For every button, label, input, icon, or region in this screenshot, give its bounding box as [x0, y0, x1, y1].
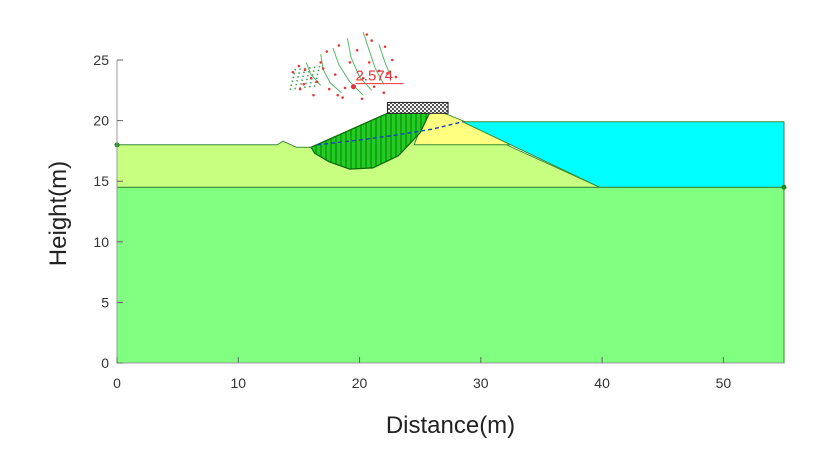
trial-center	[297, 64, 301, 68]
trial-grid-point	[303, 71, 305, 74]
trial-grid-point	[291, 80, 294, 83]
trial-grid-point	[317, 69, 320, 72]
x-tick-label: 0	[113, 375, 121, 391]
trial-center	[348, 61, 352, 64]
trial-grid-point	[312, 70, 315, 73]
trial-center	[333, 73, 337, 76]
trial-grid-point	[294, 68, 297, 71]
surcharge-group	[386, 101, 449, 114]
layers-group	[116, 110, 785, 364]
axes-group: 0 10 20 30 40 50 0 5 10 15 20 25	[93, 52, 784, 391]
x-tick-label: 20	[352, 375, 368, 391]
trial-center	[336, 93, 340, 97]
trial-center	[370, 39, 373, 42]
y-tick-label: 5	[101, 294, 109, 310]
trial-grid-point	[300, 83, 302, 85]
surcharge-load	[386, 101, 449, 114]
trial-arc	[305, 62, 322, 86]
trial-grid-point	[295, 83, 298, 86]
trial-arc	[332, 47, 364, 96]
trial-grid-point	[309, 81, 312, 84]
trial-center	[327, 87, 331, 91]
trial-center	[367, 61, 371, 64]
trial-center	[361, 76, 365, 80]
x-tick-label: 40	[594, 375, 610, 391]
trial-grid-point	[299, 68, 302, 70]
trial-grid-point	[305, 82, 307, 85]
trial-center	[390, 58, 394, 62]
y-tick-label: 10	[93, 234, 109, 250]
trial-center	[372, 85, 376, 88]
trial-center	[343, 86, 347, 90]
trial-grid-point	[318, 65, 321, 68]
y-axis-title: Height(m)	[45, 161, 72, 266]
trial-arc	[362, 31, 385, 85]
layer-foundation	[116, 186, 785, 364]
y-tick-label: 0	[101, 355, 109, 371]
trial-grid-point	[307, 70, 310, 73]
trial-grid-point	[290, 84, 293, 87]
trial-grid-point	[316, 73, 319, 76]
trial-grid-point	[297, 75, 300, 78]
trial-grid-point	[293, 72, 296, 75]
x-axis-title: Distance(m)	[386, 412, 515, 439]
y-tick-label: 25	[93, 52, 109, 68]
trial-center	[383, 45, 387, 48]
trial-grid-point	[298, 72, 301, 74]
trial-center	[355, 49, 359, 52]
x-tick-label: 10	[230, 375, 246, 391]
trial-center	[325, 50, 329, 53]
trial-center	[302, 82, 306, 86]
trial-grid-point	[301, 79, 303, 82]
trial-center	[386, 72, 389, 75]
trial-grid-point	[292, 76, 295, 79]
trial-grid-point	[308, 85, 311, 88]
factor-of-safety-label: 2.574	[355, 68, 393, 85]
trial-grid-point	[296, 79, 299, 82]
y-tick-label: 20	[93, 113, 109, 129]
trial-centers-group	[289, 33, 404, 101]
trial-center	[341, 96, 344, 99]
trial-grid-point	[289, 88, 292, 90]
trial-center	[360, 97, 364, 101]
trial-center	[309, 76, 313, 80]
trial-center	[315, 80, 319, 84]
trial-center	[365, 33, 369, 36]
trial-center	[382, 91, 386, 95]
trial-grid-point	[313, 66, 316, 69]
trial-arc	[320, 53, 342, 94]
trial-grid-point	[306, 78, 308, 81]
trial-center	[312, 93, 315, 97]
trial-center	[377, 69, 381, 73]
trial-center	[394, 75, 398, 79]
trial-center	[337, 44, 341, 47]
trial-center	[303, 68, 307, 71]
trial-grid-point	[313, 85, 316, 87]
trial-center	[319, 61, 323, 64]
trial-grid-point	[311, 74, 314, 76]
trial-center	[291, 70, 295, 74]
trial-center	[321, 67, 325, 70]
trial-grid-point	[304, 86, 306, 89]
water-table-marker	[781, 184, 787, 190]
trial-center	[298, 87, 302, 91]
phreatic-line	[317, 121, 463, 146]
critical-center	[350, 84, 357, 90]
x-tick-label: 30	[473, 375, 489, 391]
trial-grid-point	[308, 66, 311, 69]
trial-grid-point	[294, 87, 297, 90]
y-tick-label: 15	[93, 173, 109, 189]
trial-grid-point	[302, 75, 304, 78]
x-tick-label: 50	[716, 375, 732, 391]
trial-arc	[378, 44, 392, 78]
trial-grid-point	[315, 77, 318, 80]
trial-arcs-group	[305, 31, 392, 96]
trial-grid-point	[306, 74, 309, 77]
